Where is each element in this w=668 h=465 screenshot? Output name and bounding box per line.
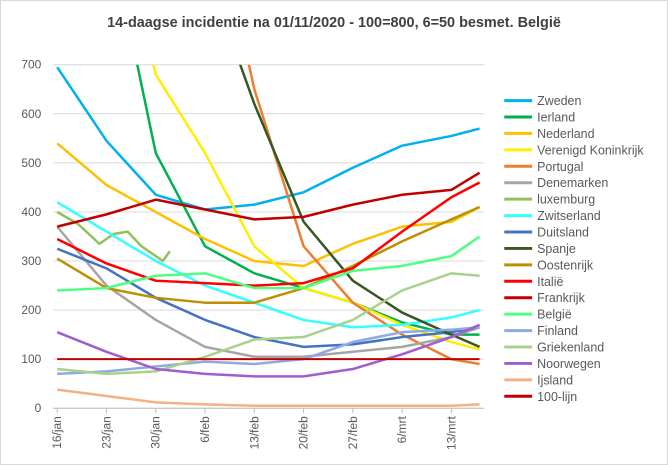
series-line-belgië [57,235,481,292]
y-tick-label: 400 [21,205,41,219]
x-tick-label: 20/feb [297,416,311,450]
x-tick-label: 27/feb [346,416,360,450]
legend-label: België [537,308,572,322]
series-lines [56,64,481,407]
legend-label: Verenigd Koninkrijk [537,143,644,157]
legend-label: Noorwegen [537,357,601,371]
series-line-portugal [247,64,480,366]
series-line-noorwegen [56,323,481,378]
legend-label: Zweden [537,94,581,108]
series-line-oostenrijk [56,205,481,304]
x-axis: 16/jan 23/jan 30/jan 6/feb 13/feb 20/feb 27/fe… [50,407,485,451]
series-line-finland [57,326,480,376]
legend-label: Duitsland [537,225,589,239]
y-tick-label: 500 [21,156,41,170]
series-line-italië [56,181,481,287]
x-tick-label: 30/jan [149,416,163,449]
y-tick-label: 0 [35,401,42,415]
x-tick-label: 6/mrt [395,416,409,444]
series-line-griekenland [57,272,480,376]
legend-label: Zwitserland [537,209,601,223]
legend: Zweden Ierland Nederland Verenigd Koninkrij… [504,94,644,404]
series-line-verenigd-koninkrijk [152,64,480,351]
legend-label: Spanje [537,242,576,256]
legend-label: Ierland [537,110,575,124]
series-line-frankrijk [56,171,481,228]
y-tick-label: 200 [21,303,41,317]
series-line-luxemburg [56,210,171,263]
y-axis: 0 100 200 300 400 500 600 700 [21,58,41,416]
series-line-denemarken [56,225,480,359]
series-line-spanje [238,64,481,349]
series-line-ierland [136,64,480,336]
y-tick-label: 600 [21,107,41,121]
x-tick-label: 6/feb [198,416,212,443]
series-line-zwitserland [56,201,480,329]
legend-label: luxemburg [537,193,595,207]
legend-label: Italië [537,275,563,289]
series-line-nederland [56,142,481,268]
y-tick-label: 300 [21,254,41,268]
y-tick-label: 700 [21,58,41,72]
legend-label: Oostenrijk [537,258,594,272]
y-tick-label: 100 [21,352,41,366]
legend-label: Frankrijk [537,291,585,305]
series-line-ijsland [57,388,480,407]
x-tick-label: 16/jan [50,416,64,449]
legend-label: 100-lijn [537,390,577,404]
legend-label: Griekenland [537,340,604,354]
x-tick-label: 13/feb [247,416,261,450]
chart-title: 14-daagse incidentie na 01/11/2020 - 100… [107,15,561,31]
legend-label: Nederland [537,127,594,141]
legend-label: Denemarken [537,176,608,190]
series-line-zweden [56,66,480,211]
legend-label: Portugal [537,160,583,174]
legend-label: Finland [537,324,578,338]
x-tick-label: 13/mrt [444,416,458,451]
legend-label: Ijsland [537,373,573,387]
x-tick-label: 23/jan [99,416,113,449]
